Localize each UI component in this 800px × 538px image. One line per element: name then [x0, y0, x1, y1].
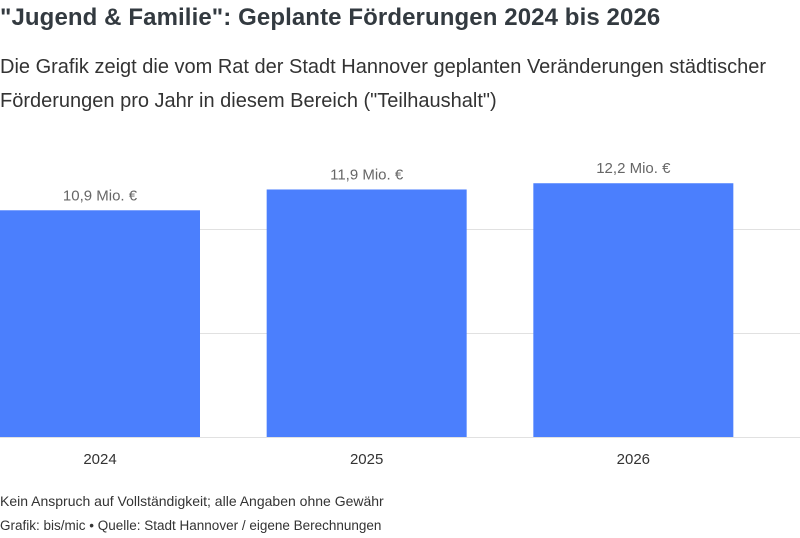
- tick-label-2026: 2026: [617, 451, 650, 468]
- chart-title: "Jugend & Familie": Geplante Förderungen…: [0, 4, 661, 31]
- disclaimer-note: Kein Anspruch auf Vollständigkeit; alle …: [0, 493, 384, 509]
- value-label-2024: 10,9 Mio. €: [63, 187, 138, 204]
- chart-subtitle: Die Grafik zeigt die vom Rat der Stadt H…: [0, 56, 766, 112]
- x-axis-ticks: 2024 2025 2026: [83, 451, 650, 468]
- value-label-2025: 11,9 Mio. €: [330, 166, 404, 183]
- bar-chart: 10,9 Mio. €11,9 Mio. €12,2 Mio. € 2024 20…: [0, 160, 800, 468]
- source-credit: Grafik: bis/mic • Quelle: Stadt Hannover…: [0, 518, 382, 533]
- value-labels: 10,9 Mio. € 11,9 Mio. € 12,2 Mio. €: [63, 160, 671, 204]
- tick-label-2024: 2024: [83, 451, 116, 468]
- bar-2026: [533, 183, 734, 437]
- value-label-2026: 12,2 Mio. €: [596, 160, 671, 177]
- bar-2024: [0, 210, 200, 437]
- tick-label-2025: 2025: [350, 451, 383, 468]
- bar-2025: [266, 189, 467, 437]
- bars: [0, 183, 734, 437]
